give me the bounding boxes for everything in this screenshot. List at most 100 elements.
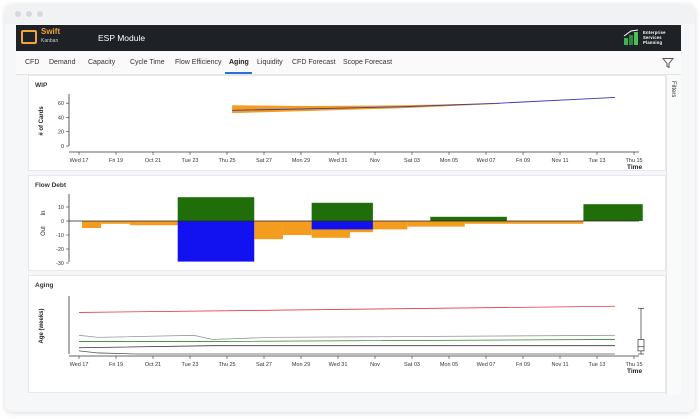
debt-bar-orange (129, 221, 178, 226)
x-tick-label: Mon 29 (292, 362, 310, 368)
y-tick-label: 0 (61, 144, 64, 150)
x-tick-label: Thu 15 (625, 158, 642, 164)
x-tick-label: Wed 17 (70, 158, 89, 164)
x-tick-label: Thu 25 (218, 158, 235, 164)
x-tick-label: Wed 07 (477, 362, 496, 368)
browser-chrome (5, 4, 695, 24)
debt-bar-orange (407, 221, 465, 227)
x-tick-label: Nov (370, 362, 380, 368)
y-tick-label: -10 (56, 233, 64, 239)
window-dot[interactable] (37, 11, 43, 17)
x-tick-label: Sat 03 (404, 362, 420, 368)
flow-debt-chart: 10 0 -10 -20 -30 In Out (41, 194, 643, 267)
wip-line (232, 96, 615, 111)
y-label-out: Out (41, 226, 47, 236)
debt-bar-orange (82, 221, 102, 228)
x-tick-label: Nov 11 (551, 158, 568, 164)
x-tick-label: Tue 13 (589, 158, 606, 164)
filter-icon[interactable] (662, 57, 674, 69)
x-tick-label: Wed 31 (329, 362, 348, 368)
wip-title: WIP (35, 82, 48, 89)
y-tick-label: 10 (58, 205, 64, 211)
y-axis-label: Age (weeks) (39, 308, 45, 343)
y-tick-label: 0 (61, 219, 64, 225)
x-tick-label: Tue 23 (182, 362, 199, 368)
tab-capacity[interactable]: Capacity (88, 59, 116, 66)
aging-chart: Age (weeks) Wed 17 Fri 19 Oct 21 Tue 23 Thu 2… (39, 296, 645, 375)
debt-bar-out (311, 221, 373, 230)
active-tab-indicator (225, 72, 252, 74)
tab-liquidity[interactable]: Liquidity (257, 59, 283, 66)
esp-logo-line: Planning (643, 40, 663, 45)
debt-bar-orange (372, 221, 408, 230)
app-header: Swift Kanban ESP Module Enterprise Servi… (16, 25, 681, 51)
y-tick-label: 60 (58, 101, 64, 107)
filters-label: Filters (670, 81, 676, 98)
debt-bar-in (311, 202, 373, 221)
aging-series-line (78, 305, 615, 313)
browser-window: Swift Kanban ESP Module Enterprise Servi… (5, 4, 695, 412)
filters-panel-toggle[interactable]: Filters (666, 75, 681, 395)
module-title: ESP Module (98, 33, 146, 43)
debt-bar-orange (101, 221, 130, 224)
y-tick-label: -20 (56, 247, 64, 253)
debt-bar-out (177, 221, 255, 262)
aging-panel: Aging Age (weeks) Wed 17 Fri 19 Oct 21 Tue 2… (28, 275, 666, 393)
tab-aging[interactable]: Aging (229, 59, 249, 66)
brand-sub: Kanban (41, 38, 59, 44)
aging-series-line (78, 334, 615, 340)
x-tick-label: Nov (370, 158, 380, 164)
tab-bar: CFD Demand Capacity Cycle Time Flow Effi… (16, 51, 681, 75)
debt-bar-in (583, 204, 643, 221)
esp-logo-line: Enterprise (643, 30, 666, 35)
x-tick-label: Fri 09 (516, 158, 530, 164)
esp-logo-line: Services (643, 35, 662, 40)
x-tick-label: Sat 03 (404, 158, 420, 164)
x-tick-label: Thu 25 (218, 362, 235, 368)
tab-cfd[interactable]: CFD (25, 59, 40, 66)
x-tick-label: Thu 15 (625, 362, 642, 368)
x-tick-label: Wed 31 (329, 158, 348, 164)
wip-panel: WIP 0 20 40 60 # of Cards Wed 17 Fri 19 Oct 21 T… (28, 75, 666, 171)
debt-bar-orange (254, 221, 283, 240)
y-tick-label: 40 (58, 115, 64, 121)
x-tick-label: Oct 21 (145, 158, 161, 164)
aging-title: Aging (35, 282, 54, 289)
wip-chart: 0 20 40 60 # of Cards Wed 17 Fri 19 Oct 21 Tue 2… (39, 94, 643, 170)
x-axis-label: Time (627, 368, 642, 375)
tab-flow-efficiency[interactable]: Flow Efficiency (175, 59, 222, 66)
x-tick-label: Sat 27 (256, 158, 272, 164)
x-tick-label: Oct 21 (145, 362, 161, 368)
swift-kanban-logo[interactable] (21, 30, 37, 44)
flow-debt-title: Flow Debt (35, 182, 67, 189)
x-tick-label: Mon 05 (440, 362, 458, 368)
x-tick-label: Nov 11 (551, 362, 568, 368)
tab-cycle-time[interactable]: Cycle Time (130, 59, 165, 66)
aging-series-line (78, 350, 615, 355)
aging-series-line (79, 339, 615, 342)
x-tick-label: Mon 05 (440, 158, 458, 164)
debt-bar-in (430, 216, 507, 221)
y-tick-label: 20 (58, 130, 64, 136)
brand-name: Swift (41, 27, 61, 36)
x-tick-label: Fri 19 (109, 362, 123, 368)
esp-logo-icon (623, 29, 639, 45)
tab-demand[interactable]: Demand (49, 59, 76, 66)
window-dot[interactable] (26, 11, 32, 17)
x-tick-label: Mon 29 (292, 158, 310, 164)
y-tick-label: -30 (56, 261, 64, 267)
x-tick-label: Fri 19 (109, 158, 123, 164)
window-dot[interactable] (15, 11, 21, 17)
x-tick-label: Tue 13 (589, 362, 606, 368)
aging-series-line (78, 345, 615, 349)
x-tick-label: Sat 27 (256, 362, 272, 368)
debt-bar-orange (464, 221, 584, 224)
x-tick-label: Wed 17 (70, 362, 89, 368)
x-axis-label: Time (627, 164, 642, 170)
debt-bar-orange (282, 221, 312, 235)
tab-scope-forecast[interactable]: Scope Forecast (343, 59, 393, 66)
tab-cfd-forecast[interactable]: CFD Forecast (292, 59, 336, 66)
boxplot-box (637, 339, 645, 352)
y-axis-label: # of Cards (39, 106, 45, 136)
